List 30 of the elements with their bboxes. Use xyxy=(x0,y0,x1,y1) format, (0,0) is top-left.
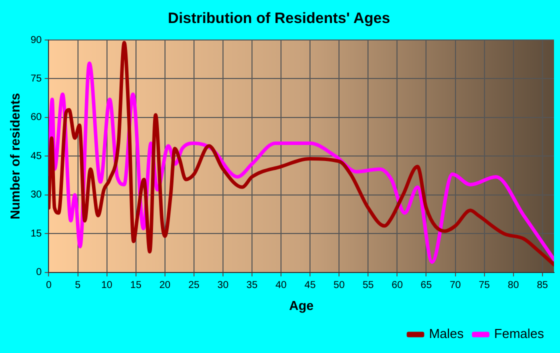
y-axis-title: Number of residents xyxy=(7,92,22,220)
chart-title: Distribution of Residents' Ages xyxy=(168,10,390,28)
y-tick-label: 30 xyxy=(30,190,42,201)
x-tick-label: 25 xyxy=(188,280,200,292)
y-tick-label: 75 xyxy=(30,73,42,84)
x-tick-label: 45 xyxy=(304,280,316,292)
x-tick-label: 70 xyxy=(450,280,462,292)
x-tick-label: 10 xyxy=(101,280,113,292)
x-tick-label: 60 xyxy=(392,280,404,292)
x-tick-label: 20 xyxy=(159,280,171,292)
x-tick-label: 5 xyxy=(74,280,81,292)
y-tick-label: 0 xyxy=(36,267,42,278)
x-tick-label: 55 xyxy=(362,280,374,292)
x-tick-label: 30 xyxy=(217,280,229,292)
x-tick-label: 0 xyxy=(46,280,52,292)
y-tick-label: 90 xyxy=(30,34,42,46)
y-tick-label: 15 xyxy=(30,228,42,240)
legend-label: Males xyxy=(428,326,464,342)
y-tick-label: 60 xyxy=(30,112,42,124)
x-tick-label: 75 xyxy=(478,280,490,292)
y-tick-label: 45 xyxy=(30,150,42,162)
x-tick-label: 80 xyxy=(508,280,520,292)
x-tick-label: 50 xyxy=(334,280,346,292)
legend-label: Females xyxy=(494,326,544,342)
x-axis-title: Age xyxy=(289,298,314,313)
x-tick-label: 35 xyxy=(246,280,258,292)
x-tick-label: 65 xyxy=(420,280,432,292)
x-tick-label: 40 xyxy=(275,280,288,292)
x-tick-label: 85 xyxy=(536,280,548,292)
x-tick-label: 15 xyxy=(130,280,142,292)
